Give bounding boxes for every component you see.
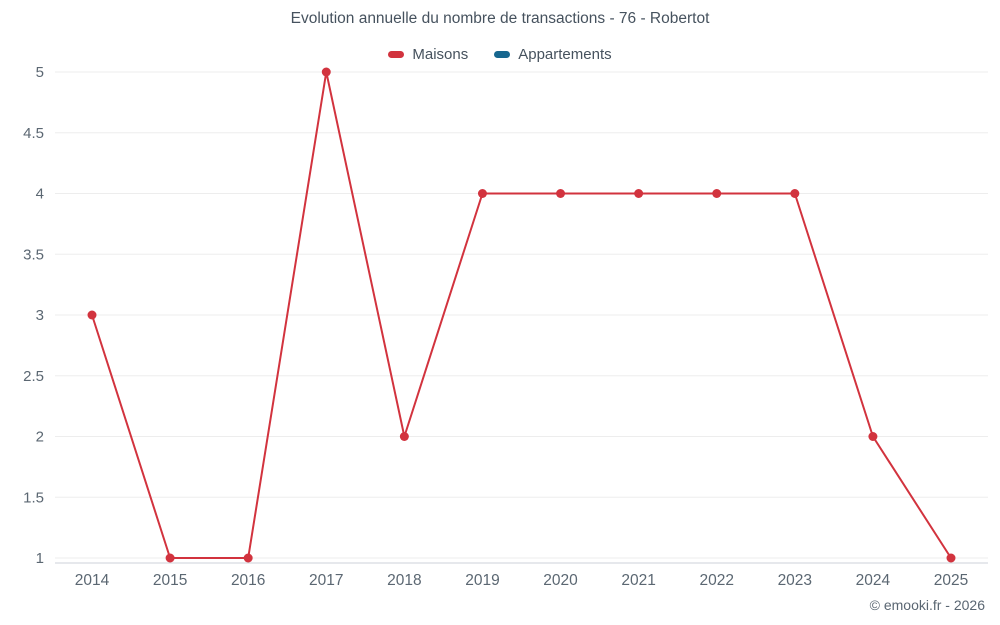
data-point[interactable] [87,310,97,320]
y-tick-label: 1.5 [23,489,44,506]
data-point[interactable] [556,189,566,198]
y-tick-label: 2.5 [23,368,44,385]
x-tick-label: 2017 [309,572,343,589]
data-point[interactable] [634,189,644,198]
data-point[interactable] [868,432,878,441]
y-tick-label: 5 [36,64,44,81]
series-line [91,71,952,559]
data-point[interactable] [321,67,331,77]
legend-label-appartements: Appartements [518,46,612,63]
legend-swatch-maisons [388,51,405,58]
data-point[interactable] [243,553,253,563]
data-point[interactable] [165,553,175,563]
x-tick-label: 2023 [778,572,812,589]
y-tick-label: 1 [36,550,44,567]
y-tick-label: 3.5 [23,246,44,263]
x-tick-label: 2021 [621,572,655,589]
x-tick-label: 2015 [153,572,187,589]
y-tick-label: 3 [36,307,44,324]
y-tick-label: 4.5 [23,125,44,142]
data-point[interactable] [946,553,956,563]
x-tick-label: 2025 [934,572,968,589]
x-tick-label: 2022 [699,572,733,589]
data-point[interactable] [399,432,409,441]
data-point[interactable] [712,189,722,198]
x-tick-label: 2020 [543,572,578,589]
credit-text: © emooki.fr - 2026 [869,597,985,613]
x-tick-label: 2014 [75,572,110,589]
data-point[interactable] [477,189,487,198]
chart-title: Evolution annuelle du nombre de transact… [290,10,710,27]
legend-item-maisons[interactable]: Maisons [388,46,468,63]
y-tick-label: 2 [36,429,44,446]
y-tick-label: 4 [36,186,44,203]
x-tick-label: 2018 [387,572,421,589]
x-tick-label: 2019 [465,572,499,589]
legend-swatch-appartements [494,51,511,58]
legend-label-maisons: Maisons [412,46,469,63]
x-tick-label: 2024 [856,572,891,589]
legend-item-appartements[interactable]: Appartements [494,46,612,63]
legend: Maisons Appartements [0,46,1000,63]
x-tick-label: 2016 [231,572,265,589]
data-point[interactable] [790,189,800,198]
